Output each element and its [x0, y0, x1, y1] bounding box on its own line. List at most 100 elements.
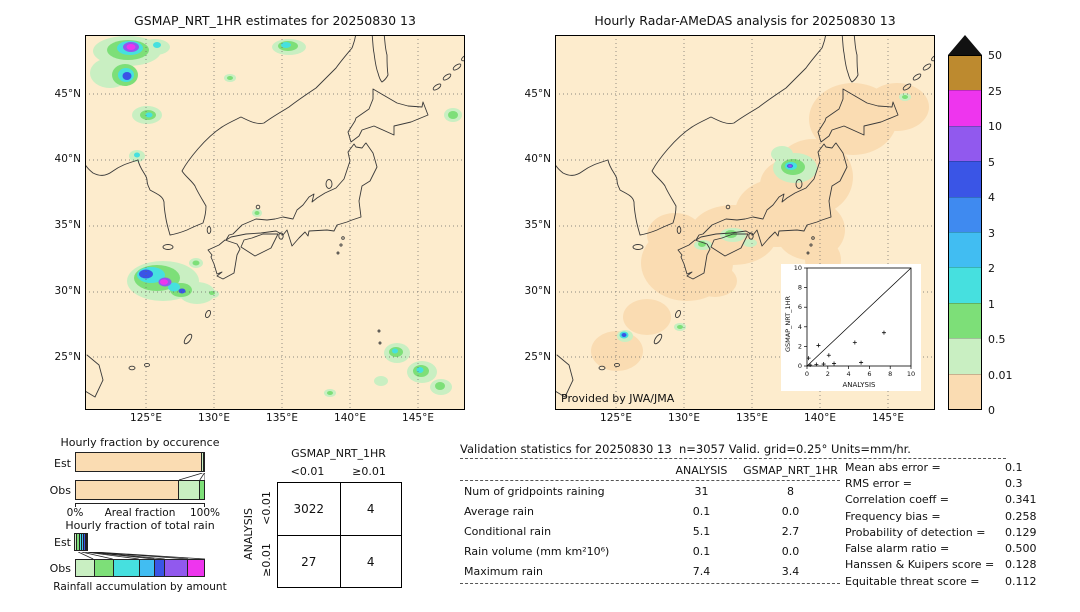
lat-tick-label: 35°N: [524, 219, 551, 231]
lon-tick-label: 140°E: [334, 412, 366, 424]
scatter-point: [881, 330, 886, 335]
bar-segment: [138, 560, 155, 576]
colorbar-segment: [949, 338, 981, 374]
metric-row: Equitable threat score = 0.112: [845, 574, 1037, 588]
precip-blob: [192, 260, 200, 266]
obs-row-label: Obs: [49, 562, 71, 575]
contingency-column-label: ≥0.01: [352, 465, 386, 478]
bar-segment: [154, 560, 165, 576]
precip-blob: [621, 333, 627, 337]
metric-row: Probability of detection = 0.129: [845, 525, 1037, 539]
precip-blob: [416, 367, 424, 373]
lat-tick-label: 40°N: [524, 153, 551, 165]
divider: [460, 480, 840, 481]
stats-table-header: ANALYSIS GSMAP_NRT_1HR: [460, 462, 840, 478]
scatter-point: [806, 356, 811, 361]
inset-x-tick-labels: 0 2 4 6 8 10: [805, 370, 915, 378]
total-rain-chart-title: Hourly fraction of total rain: [65, 519, 215, 532]
gsmap-column-header: GSMAP_NRT_1HR: [743, 463, 838, 477]
svg-text:4: 4: [847, 370, 851, 378]
contingency-cell: 4: [339, 535, 401, 587]
total-rain-obs-bar: [75, 559, 205, 577]
scatter-point: [859, 360, 864, 365]
total-rain-est-bar: [74, 533, 205, 551]
areal-fraction-axis-label: Areal fraction: [104, 507, 176, 519]
svg-text:4: 4: [798, 323, 802, 331]
lon-tick-label: 140°E: [804, 412, 836, 424]
stats-table: ANALYSIS GSMAP_NRT_1HR Num of gridpoints…: [460, 462, 840, 584]
lon-tick-label: 145°E: [402, 412, 434, 424]
precip-blob: [647, 213, 703, 257]
colorbar-label: 5: [988, 156, 995, 169]
validation-stats: Validation statistics for 20250830 13 n=…: [460, 442, 1075, 588]
bar-segment: [76, 453, 202, 471]
precipitation-blobs: [90, 36, 462, 397]
metric-row: Hanssen & Kuipers score = 0.128: [845, 558, 1037, 572]
lat-tick-label: 40°N: [54, 153, 81, 165]
svg-text:0: 0: [798, 362, 802, 370]
precip-blob: [623, 299, 671, 335]
precip-blob: [327, 391, 333, 395]
precip-blob: [254, 211, 260, 215]
bar-segment: [93, 560, 114, 576]
precip-blob: [281, 42, 291, 48]
axis-max-label: 100%: [189, 507, 221, 519]
right-map: 45°N 40°N 35°N 30°N 25°N 125°E 130°E 135…: [525, 32, 940, 424]
colorbar-label: 0.01: [988, 369, 1013, 382]
svg-text:10: 10: [794, 264, 802, 272]
precip-blob: [392, 348, 398, 354]
scatter-inset-canvas: 0 2 4 6 8 10 0 2 4 6 8 10 GSMAP_NRT_1HR …: [784, 264, 915, 389]
svg-text:8: 8: [798, 284, 802, 292]
contingency-cell: 4: [339, 483, 402, 535]
svg-text:8: 8: [888, 370, 892, 378]
colorbar-label: 4: [988, 191, 995, 204]
right-map-title: Hourly Radar-AMeDAS analysis for 2025083…: [594, 13, 896, 28]
precip-blob: [448, 111, 458, 119]
colorbar-label: 50: [988, 49, 1002, 62]
stats-row: Average rain 0.1 0.0: [464, 504, 800, 518]
precip-blob: [374, 376, 388, 386]
precip-blob: [788, 164, 792, 168]
precip-blob: [591, 331, 643, 371]
bar-segment: [198, 481, 204, 499]
inset-x-axis-label: ANALYSIS: [842, 381, 876, 389]
precip-blob: [771, 146, 793, 162]
colorbar-segment: [949, 90, 981, 126]
inset-scatter-points: [806, 330, 886, 368]
scatter-point: [816, 343, 821, 348]
total-rain-connector-lines: [78, 551, 205, 559]
precip-blob: [902, 95, 908, 99]
svg-text:6: 6: [867, 370, 871, 378]
scatter-inset: 0 2 4 6 8 10 0 2 4 6 8 10 GSMAP_NRT_1HR …: [781, 264, 921, 391]
left-map-canvas: [82, 32, 470, 411]
colorbar-scale: [948, 55, 982, 410]
scatter-point: [826, 353, 831, 358]
areal-fraction-axis: [75, 503, 205, 507]
analysis-column-header: ANALYSIS: [675, 463, 728, 477]
precip-blob: [435, 382, 445, 390]
colorbar: 50 25 10 5 4 3 2 1 0.5 0.01 0: [948, 35, 1013, 417]
bar-segment: [164, 560, 188, 576]
metric-row: False alarm ratio = 0.500: [845, 542, 1037, 556]
colorbar-segment: [949, 267, 981, 303]
scatter-point: [852, 340, 857, 345]
precip-blob: [677, 325, 683, 329]
colorbar-label: 2: [988, 262, 995, 275]
contingency-column-label: <0.01: [290, 465, 325, 478]
contingency-table: 3022 4 27 4: [277, 482, 402, 588]
stats-header: Validation statistics for 20250830 13 n=…: [460, 442, 911, 456]
bar-segment: [85, 533, 88, 551]
metric-row: Mean abs error = 0.1: [845, 460, 1023, 474]
colorbar-segment: [949, 161, 981, 197]
colorbar-label: 0: [988, 404, 995, 417]
bar-segment: [76, 481, 179, 499]
lon-tick-label: 135°E: [266, 412, 298, 424]
metric-row: Frequency bias = 0.258: [845, 509, 1037, 523]
left-map: 45°N 40°N 35°N 30°N 25°N 125°E 130°E 135…: [55, 32, 470, 424]
precip-blob: [153, 42, 161, 48]
lon-tick-label: 135°E: [736, 412, 768, 424]
precip-blob: [178, 288, 186, 294]
contingency-column-group-header: GSMAP_NRT_1HR: [291, 447, 386, 460]
scatter-point: [821, 362, 826, 367]
bar-segment: [201, 453, 203, 471]
